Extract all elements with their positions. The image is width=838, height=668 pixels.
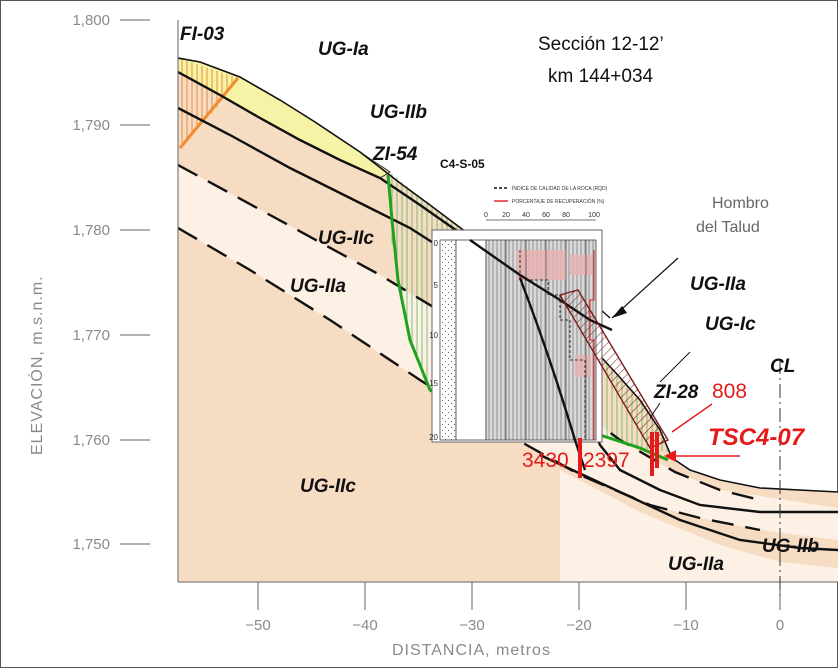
lower-light-band xyxy=(560,470,838,582)
y-tick-1770: 1,770 xyxy=(72,327,110,344)
log-depth-20: 20 xyxy=(429,433,438,442)
section-title: Sección 12-12’ xyxy=(538,34,664,55)
y-tick-marks xyxy=(120,19,150,545)
zi28-pointer xyxy=(649,402,661,419)
centerline-label: CL xyxy=(770,356,795,377)
log-depth-15: 15 xyxy=(429,379,438,388)
x-tick-minus30: −30 xyxy=(459,617,484,634)
y-tick-1760: 1,760 xyxy=(72,432,110,449)
label-3430: 3430 xyxy=(522,449,569,472)
log-depth-10: 10 xyxy=(429,331,438,340)
tsc-shear-band xyxy=(558,289,670,449)
y-tick-1790: 1,790 xyxy=(72,117,110,134)
x-tick-minus50: −50 xyxy=(245,617,270,634)
section-km: km 144+034 xyxy=(548,66,654,87)
ug-iic-base xyxy=(539,453,838,552)
label-808: 808 xyxy=(712,380,747,403)
fi03-boundary xyxy=(178,77,240,149)
log-scale-0: 0 xyxy=(484,212,488,219)
borehole-log xyxy=(431,187,603,443)
label-ug-iia-bottom: UG-IIa xyxy=(668,554,724,575)
y-tick-1750: 1,750 xyxy=(72,536,110,553)
label-borehole: C4-S-05 xyxy=(440,157,485,171)
tsc-arrowhead xyxy=(664,450,676,462)
label-fi03: FI-03 xyxy=(180,24,225,45)
y-tick-1800: 1,800 xyxy=(72,12,110,29)
hombro-line2: del Talud xyxy=(696,219,760,236)
log-scale-20: 20 xyxy=(502,212,510,219)
x-axis-label: DISTANCIA, metros xyxy=(392,642,551,659)
light-band xyxy=(178,165,838,540)
label-tsc4-07: TSC4-07 xyxy=(708,424,806,451)
x-tick-minus10: −10 xyxy=(673,617,698,634)
x-tick-minus40: −40 xyxy=(352,617,377,634)
label-ug-iia-right: UG-IIa xyxy=(690,274,746,295)
label-ug-iib-top: UG-IIb xyxy=(370,102,427,123)
log-legend-recovery: PORCENTAJE DE RECUPERACIÓN (%) xyxy=(512,198,605,205)
hombro-arrowhead xyxy=(612,306,627,318)
label-ug-iic-low: UG-IIc xyxy=(300,476,356,497)
x-tick-marks xyxy=(257,582,781,610)
hombro-line1: Hombro xyxy=(712,195,769,212)
log-scale-100: 100 xyxy=(588,212,600,219)
y-tick-1780: 1,780 xyxy=(72,222,110,239)
log-scale-80: 80 xyxy=(562,212,570,219)
label-ug-iib-bottom: UG-IIb xyxy=(762,536,819,557)
log-legend-rqd: ÍNDICE DE CALIDAD DE LA ROCA (RQD) xyxy=(512,185,608,192)
log-depth-5: 5 xyxy=(434,281,439,290)
label-2397: 2397 xyxy=(583,449,630,472)
label-zi28: ZI-28 xyxy=(653,382,699,403)
ug-ic-pointer xyxy=(659,351,691,383)
label-ug-iia-mid: UG-IIa xyxy=(290,276,346,297)
label-ug-ic: UG-Ic xyxy=(705,314,756,335)
log-scale-60: 60 xyxy=(542,212,550,219)
log-scale-40: 40 xyxy=(522,212,530,219)
x-tick-0: 0 xyxy=(776,617,784,634)
label-ug-iic-mid: UG-IIc xyxy=(318,228,374,249)
marker-808-pointer xyxy=(671,403,713,433)
label-ug-ia: UG-Ia xyxy=(318,39,369,60)
y-axis-label: ELEVACIÓN, m.s.n.m. xyxy=(27,275,46,455)
label-zi54: ZI-54 xyxy=(372,144,418,165)
x-tick-minus20: −20 xyxy=(566,617,591,634)
log-depth-0: 0 xyxy=(434,239,439,248)
